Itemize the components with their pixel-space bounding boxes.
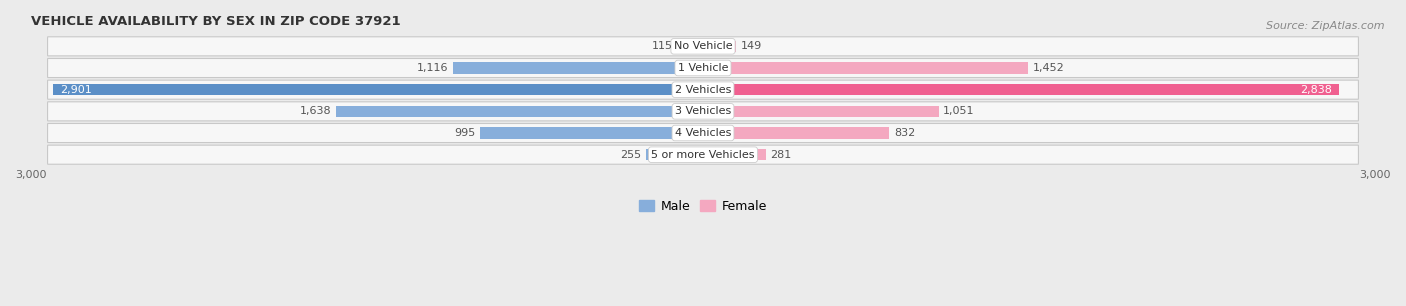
Text: 2 Vehicles: 2 Vehicles — [675, 85, 731, 95]
Text: 2,838: 2,838 — [1301, 85, 1333, 95]
Text: 115: 115 — [652, 41, 672, 51]
Text: 1,638: 1,638 — [299, 106, 332, 116]
Text: 832: 832 — [894, 128, 915, 138]
Bar — [479, 127, 703, 139]
Text: 5 or more Vehicles: 5 or more Vehicles — [651, 150, 755, 160]
Bar — [678, 41, 703, 52]
FancyBboxPatch shape — [48, 58, 1358, 77]
FancyBboxPatch shape — [48, 80, 1358, 99]
Text: 4 Vehicles: 4 Vehicles — [675, 128, 731, 138]
FancyBboxPatch shape — [48, 37, 1358, 56]
Text: 1,051: 1,051 — [943, 106, 974, 116]
Bar — [703, 106, 939, 117]
Text: 255: 255 — [620, 150, 641, 160]
Bar — [336, 106, 703, 117]
Text: 2,901: 2,901 — [59, 85, 91, 95]
Text: 995: 995 — [454, 128, 475, 138]
Bar — [703, 84, 1339, 95]
Bar — [703, 41, 737, 52]
Text: 1,452: 1,452 — [1033, 63, 1064, 73]
Bar — [453, 62, 703, 74]
Text: No Vehicle: No Vehicle — [673, 41, 733, 51]
Text: 1,116: 1,116 — [418, 63, 449, 73]
Bar — [703, 127, 890, 139]
Text: VEHICLE AVAILABILITY BY SEX IN ZIP CODE 37921: VEHICLE AVAILABILITY BY SEX IN ZIP CODE … — [31, 15, 401, 28]
Text: 281: 281 — [770, 150, 792, 160]
Bar — [703, 62, 1028, 74]
Bar — [645, 149, 703, 160]
FancyBboxPatch shape — [48, 145, 1358, 164]
Bar — [703, 149, 766, 160]
Text: Source: ZipAtlas.com: Source: ZipAtlas.com — [1267, 21, 1385, 32]
Bar — [53, 84, 703, 95]
Legend: Male, Female: Male, Female — [634, 195, 772, 218]
FancyBboxPatch shape — [48, 102, 1358, 121]
FancyBboxPatch shape — [48, 124, 1358, 143]
Text: 149: 149 — [741, 41, 762, 51]
Text: 3 Vehicles: 3 Vehicles — [675, 106, 731, 116]
Text: 1 Vehicle: 1 Vehicle — [678, 63, 728, 73]
